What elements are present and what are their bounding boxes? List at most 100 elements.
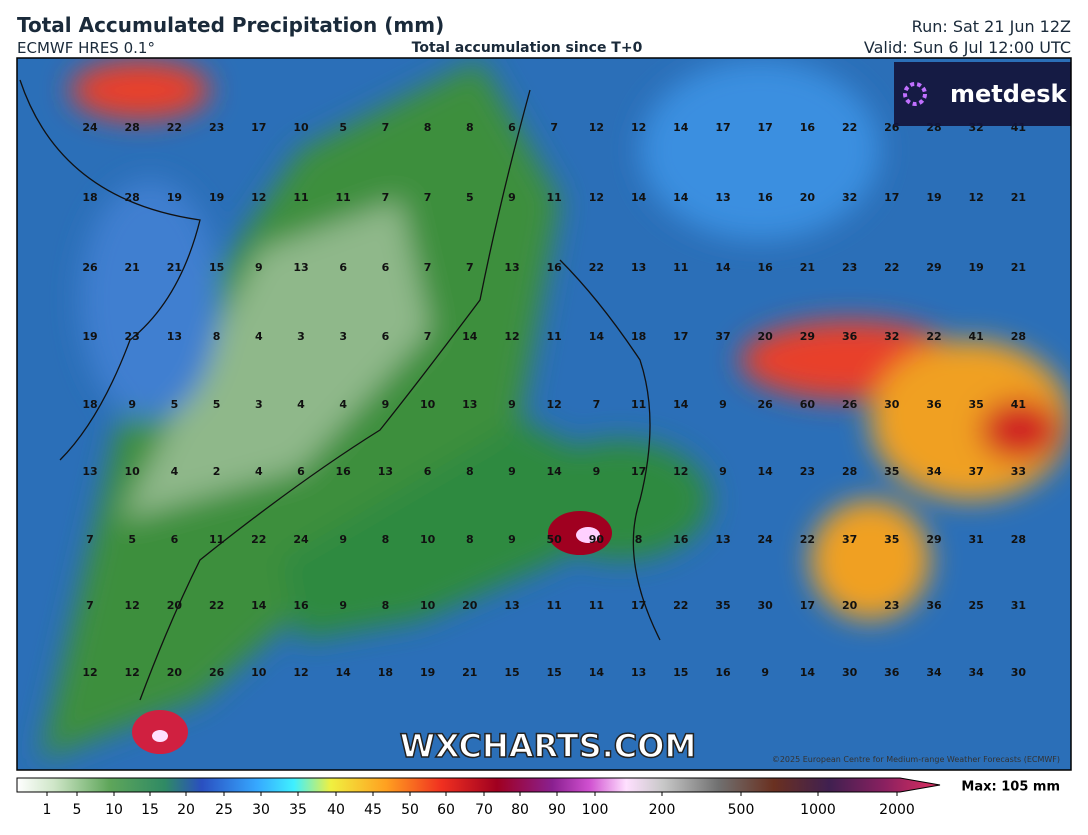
grid-value: 8 xyxy=(466,533,474,546)
grid-value: 12 xyxy=(589,121,604,134)
grid-value: 8 xyxy=(213,330,221,343)
grid-value: 14 xyxy=(589,666,605,679)
grid-value: 13 xyxy=(715,533,730,546)
grid-value: 22 xyxy=(884,261,899,274)
grid-value: 22 xyxy=(926,330,941,343)
grid-value: 36 xyxy=(926,398,942,411)
grid-value: 20 xyxy=(758,330,774,343)
grid-value: 23 xyxy=(125,330,140,343)
brand: metdesk xyxy=(950,80,1068,108)
grid-value: 17 xyxy=(800,599,815,612)
grid-value: 6 xyxy=(339,261,347,274)
colorbar-label: 50 xyxy=(401,802,419,818)
grid-value: 7 xyxy=(424,261,432,274)
grid-value: 8 xyxy=(382,599,390,612)
grid-value: 4 xyxy=(339,398,347,411)
grid-value: 7 xyxy=(382,121,390,134)
grid-value: 16 xyxy=(758,261,774,274)
grid-value: 16 xyxy=(800,121,816,134)
grid-value: 3 xyxy=(339,330,347,343)
grid-value: 18 xyxy=(378,666,393,679)
grid-value: 14 xyxy=(673,121,689,134)
colorbar xyxy=(16,777,941,793)
grid-value: 16 xyxy=(547,261,563,274)
grid-value: 7 xyxy=(593,398,601,411)
grid-value: 25 xyxy=(969,599,984,612)
title: Total Accumulated Precipitation (mm) xyxy=(17,13,444,37)
grid-value: 6 xyxy=(382,330,390,343)
grid-value: 13 xyxy=(504,261,519,274)
grid-value: 28 xyxy=(1011,330,1026,343)
grid-value: 28 xyxy=(125,191,140,204)
grid-value: 29 xyxy=(800,330,815,343)
grid-value: 36 xyxy=(926,599,942,612)
grid-value: 13 xyxy=(167,330,182,343)
grid-value: 9 xyxy=(508,398,516,411)
grid-value: 11 xyxy=(547,330,562,343)
grid-value: 14 xyxy=(673,398,689,411)
colorbar-label: 10 xyxy=(105,802,123,818)
grid-value: 31 xyxy=(969,533,984,546)
grid-value: 9 xyxy=(508,465,516,478)
colorbar-label: 70 xyxy=(475,802,493,818)
max-value: Max: 105 mm xyxy=(961,780,1060,795)
grid-value: 30 xyxy=(884,398,900,411)
grid-value: 22 xyxy=(209,599,224,612)
grid-value: 7 xyxy=(382,191,390,204)
grid-value: 26 xyxy=(82,261,98,274)
colorbar-label: 2000 xyxy=(879,802,915,818)
grid-value: 10 xyxy=(251,666,267,679)
grid-value: 32 xyxy=(884,330,899,343)
grid-value: 7 xyxy=(86,599,94,612)
subtitle: Total accumulation since T+0 xyxy=(412,40,643,56)
grid-value: 30 xyxy=(758,599,774,612)
grid-value: 11 xyxy=(336,191,351,204)
grid-value: 16 xyxy=(715,666,731,679)
colorbar-label: 500 xyxy=(728,802,755,818)
grid-value: 8 xyxy=(635,533,643,546)
grid-value: 11 xyxy=(631,398,646,411)
grid-value: 16 xyxy=(293,599,309,612)
grid-value: 5 xyxy=(171,398,179,411)
grid-value: 12 xyxy=(251,191,266,204)
grid-value: 7 xyxy=(550,121,558,134)
grid-value: 22 xyxy=(842,121,857,134)
grid-value: 12 xyxy=(293,666,308,679)
grid-value: 11 xyxy=(293,191,308,204)
grid-value: 23 xyxy=(842,261,857,274)
map: 24 28 22 23 17 10 5 7 8 8 6 7 12 12 14 17 17 16 22 26 28 32 41… xyxy=(17,58,1071,770)
grid-value: 90 xyxy=(589,533,605,546)
grid-value: 24 xyxy=(758,533,774,546)
grid-value: 17 xyxy=(884,191,899,204)
grid-value: 28 xyxy=(842,465,857,478)
model: ECMWF HRES 0.1° xyxy=(17,39,155,57)
grid-value: 19 xyxy=(82,330,97,343)
grid-value: 23 xyxy=(884,599,899,612)
grid-value: 9 xyxy=(719,398,727,411)
grid-value: 26 xyxy=(758,398,774,411)
grid-value: 30 xyxy=(842,666,858,679)
grid-value: 9 xyxy=(593,465,601,478)
grid-value: 13 xyxy=(715,191,730,204)
colorbar-label: 100 xyxy=(582,802,609,818)
run: Run: Sat 21 Jun 12Z xyxy=(912,17,1071,36)
colorbar-label: 5 xyxy=(73,802,82,818)
grid-value: 15 xyxy=(547,666,562,679)
grid-value: 17 xyxy=(251,121,266,134)
grid-value: 12 xyxy=(547,398,562,411)
grid-value: 2 xyxy=(213,465,221,478)
grid-value: 17 xyxy=(631,465,646,478)
grid-value: 12 xyxy=(589,191,604,204)
grid-value: 21 xyxy=(1011,261,1026,274)
grid-value: 6 xyxy=(171,533,179,546)
colorbar-label: 200 xyxy=(649,802,676,818)
grid-value: 11 xyxy=(673,261,688,274)
grid-value: 35 xyxy=(884,465,899,478)
grid-value: 4 xyxy=(297,398,305,411)
grid-value: 37 xyxy=(715,330,730,343)
grid-value: 22 xyxy=(589,261,604,274)
grid-value: 21 xyxy=(125,261,140,274)
grid-value: 20 xyxy=(167,599,183,612)
